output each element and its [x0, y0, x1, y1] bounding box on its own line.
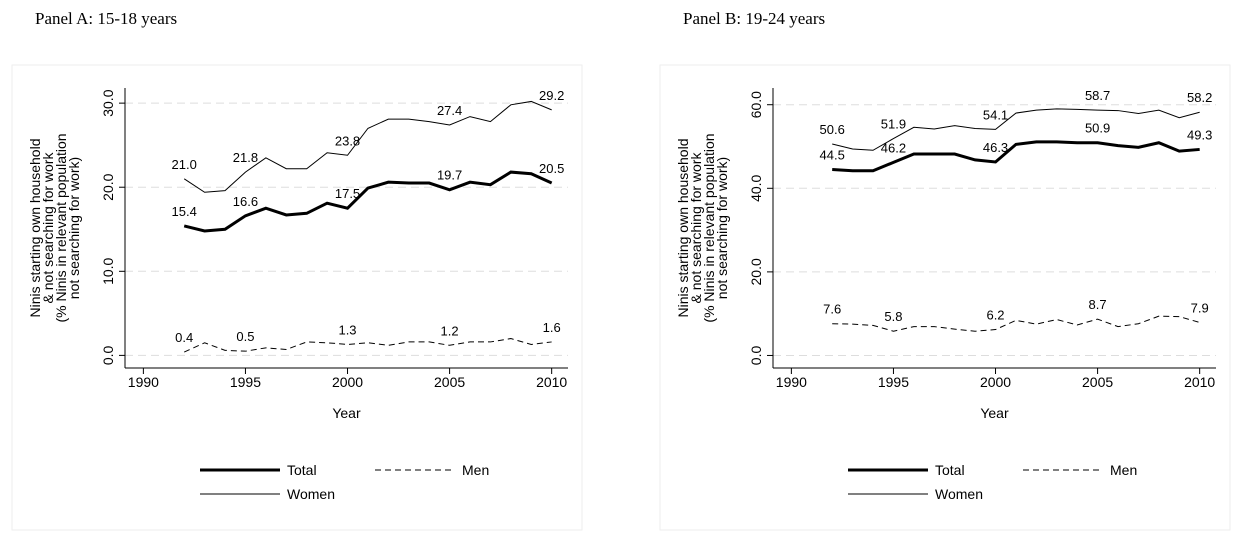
y-axis-title: & not searching for work [688, 152, 704, 304]
y-tick-label: 60.0 [748, 91, 764, 118]
data-label: 27.4 [437, 103, 462, 118]
y-tick-label: 30.0 [100, 89, 116, 116]
y-axis-title: not searching for work) [66, 157, 82, 299]
x-tick-label: 2005 [434, 374, 465, 390]
data-label: 17.5 [335, 186, 360, 201]
data-label: 16.6 [233, 194, 258, 209]
series-line [832, 108, 1200, 151]
x-tick-label: 1995 [878, 374, 909, 390]
y-axis-title: Ninis starting own household [675, 139, 691, 318]
data-label: 58.2 [1187, 90, 1212, 105]
data-label: 1.2 [441, 323, 459, 338]
data-label: 51.9 [881, 117, 906, 132]
data-label: 8.7 [1089, 297, 1107, 312]
legend-label: Men [1110, 462, 1137, 478]
x-tick-label: 1990 [776, 374, 807, 390]
legend-label: Women [935, 486, 983, 502]
y-tick-label: 40.0 [748, 174, 764, 201]
series-line [183, 338, 552, 353]
data-label: 44.5 [820, 147, 845, 162]
series-line [183, 100, 552, 193]
data-label: 49.3 [1187, 127, 1212, 142]
data-label: 21.8 [233, 150, 258, 165]
data-label: 0.4 [175, 330, 193, 345]
legend-label: Total [935, 462, 965, 478]
data-label: 1.3 [338, 322, 356, 337]
data-label: 54.1 [983, 107, 1008, 122]
x-tick-label: 2010 [1184, 374, 1215, 390]
legend-label: Total [287, 462, 317, 478]
panel-title: Panel B: 19-24 years [683, 9, 825, 28]
series-line [832, 315, 1200, 332]
y-axis-title: & not searching for work [40, 152, 56, 304]
data-label: 50.9 [1085, 121, 1110, 136]
data-label: 6.2 [986, 308, 1004, 323]
data-label: 15.4 [172, 204, 197, 219]
panel-frame [11, 64, 583, 531]
y-tick-label: 0.0 [748, 346, 764, 366]
data-label: 7.6 [823, 302, 841, 317]
data-label: 21.0 [172, 157, 197, 172]
x-axis-title: Year [980, 405, 1009, 421]
x-tick-label: 2000 [332, 374, 363, 390]
x-tick-label: 1990 [128, 374, 159, 390]
data-label: 46.3 [983, 140, 1008, 155]
y-axis-title: not searching for work) [714, 157, 730, 299]
y-tick-label: 20.0 [100, 173, 116, 200]
x-tick-label: 2000 [980, 374, 1011, 390]
data-label: 5.8 [884, 309, 902, 324]
data-label: 23.8 [335, 133, 360, 148]
y-tick-label: 10.0 [100, 257, 116, 284]
x-tick-label: 1995 [230, 374, 261, 390]
y-axis-title: (% Ninis in relevant population [701, 133, 717, 322]
panel-frame [659, 64, 1231, 531]
data-label: 29.2 [539, 88, 564, 103]
data-label: 1.6 [543, 320, 561, 335]
data-label: 19.7 [437, 168, 462, 183]
data-label: 0.5 [236, 329, 254, 344]
data-label: 50.6 [820, 122, 845, 137]
data-label: 7.9 [1191, 300, 1209, 315]
data-label: 46.2 [881, 140, 906, 155]
x-axis-title: Year [332, 405, 361, 421]
y-axis-title: Ninis starting own household [27, 139, 43, 318]
panel-title: Panel A: 15-18 years [35, 9, 177, 28]
data-label: 58.7 [1085, 88, 1110, 103]
data-label: 20.5 [539, 161, 564, 176]
legend-label: Women [287, 486, 335, 502]
x-tick-label: 2005 [1082, 374, 1113, 390]
y-tick-label: 0.0 [100, 345, 116, 365]
y-tick-label: 20.0 [748, 258, 764, 285]
series-line [183, 170, 553, 233]
legend-label: Men [462, 462, 489, 478]
y-axis-title: (% Ninis in relevant population [53, 133, 69, 322]
x-tick-label: 2010 [536, 374, 567, 390]
series-line [832, 140, 1200, 173]
